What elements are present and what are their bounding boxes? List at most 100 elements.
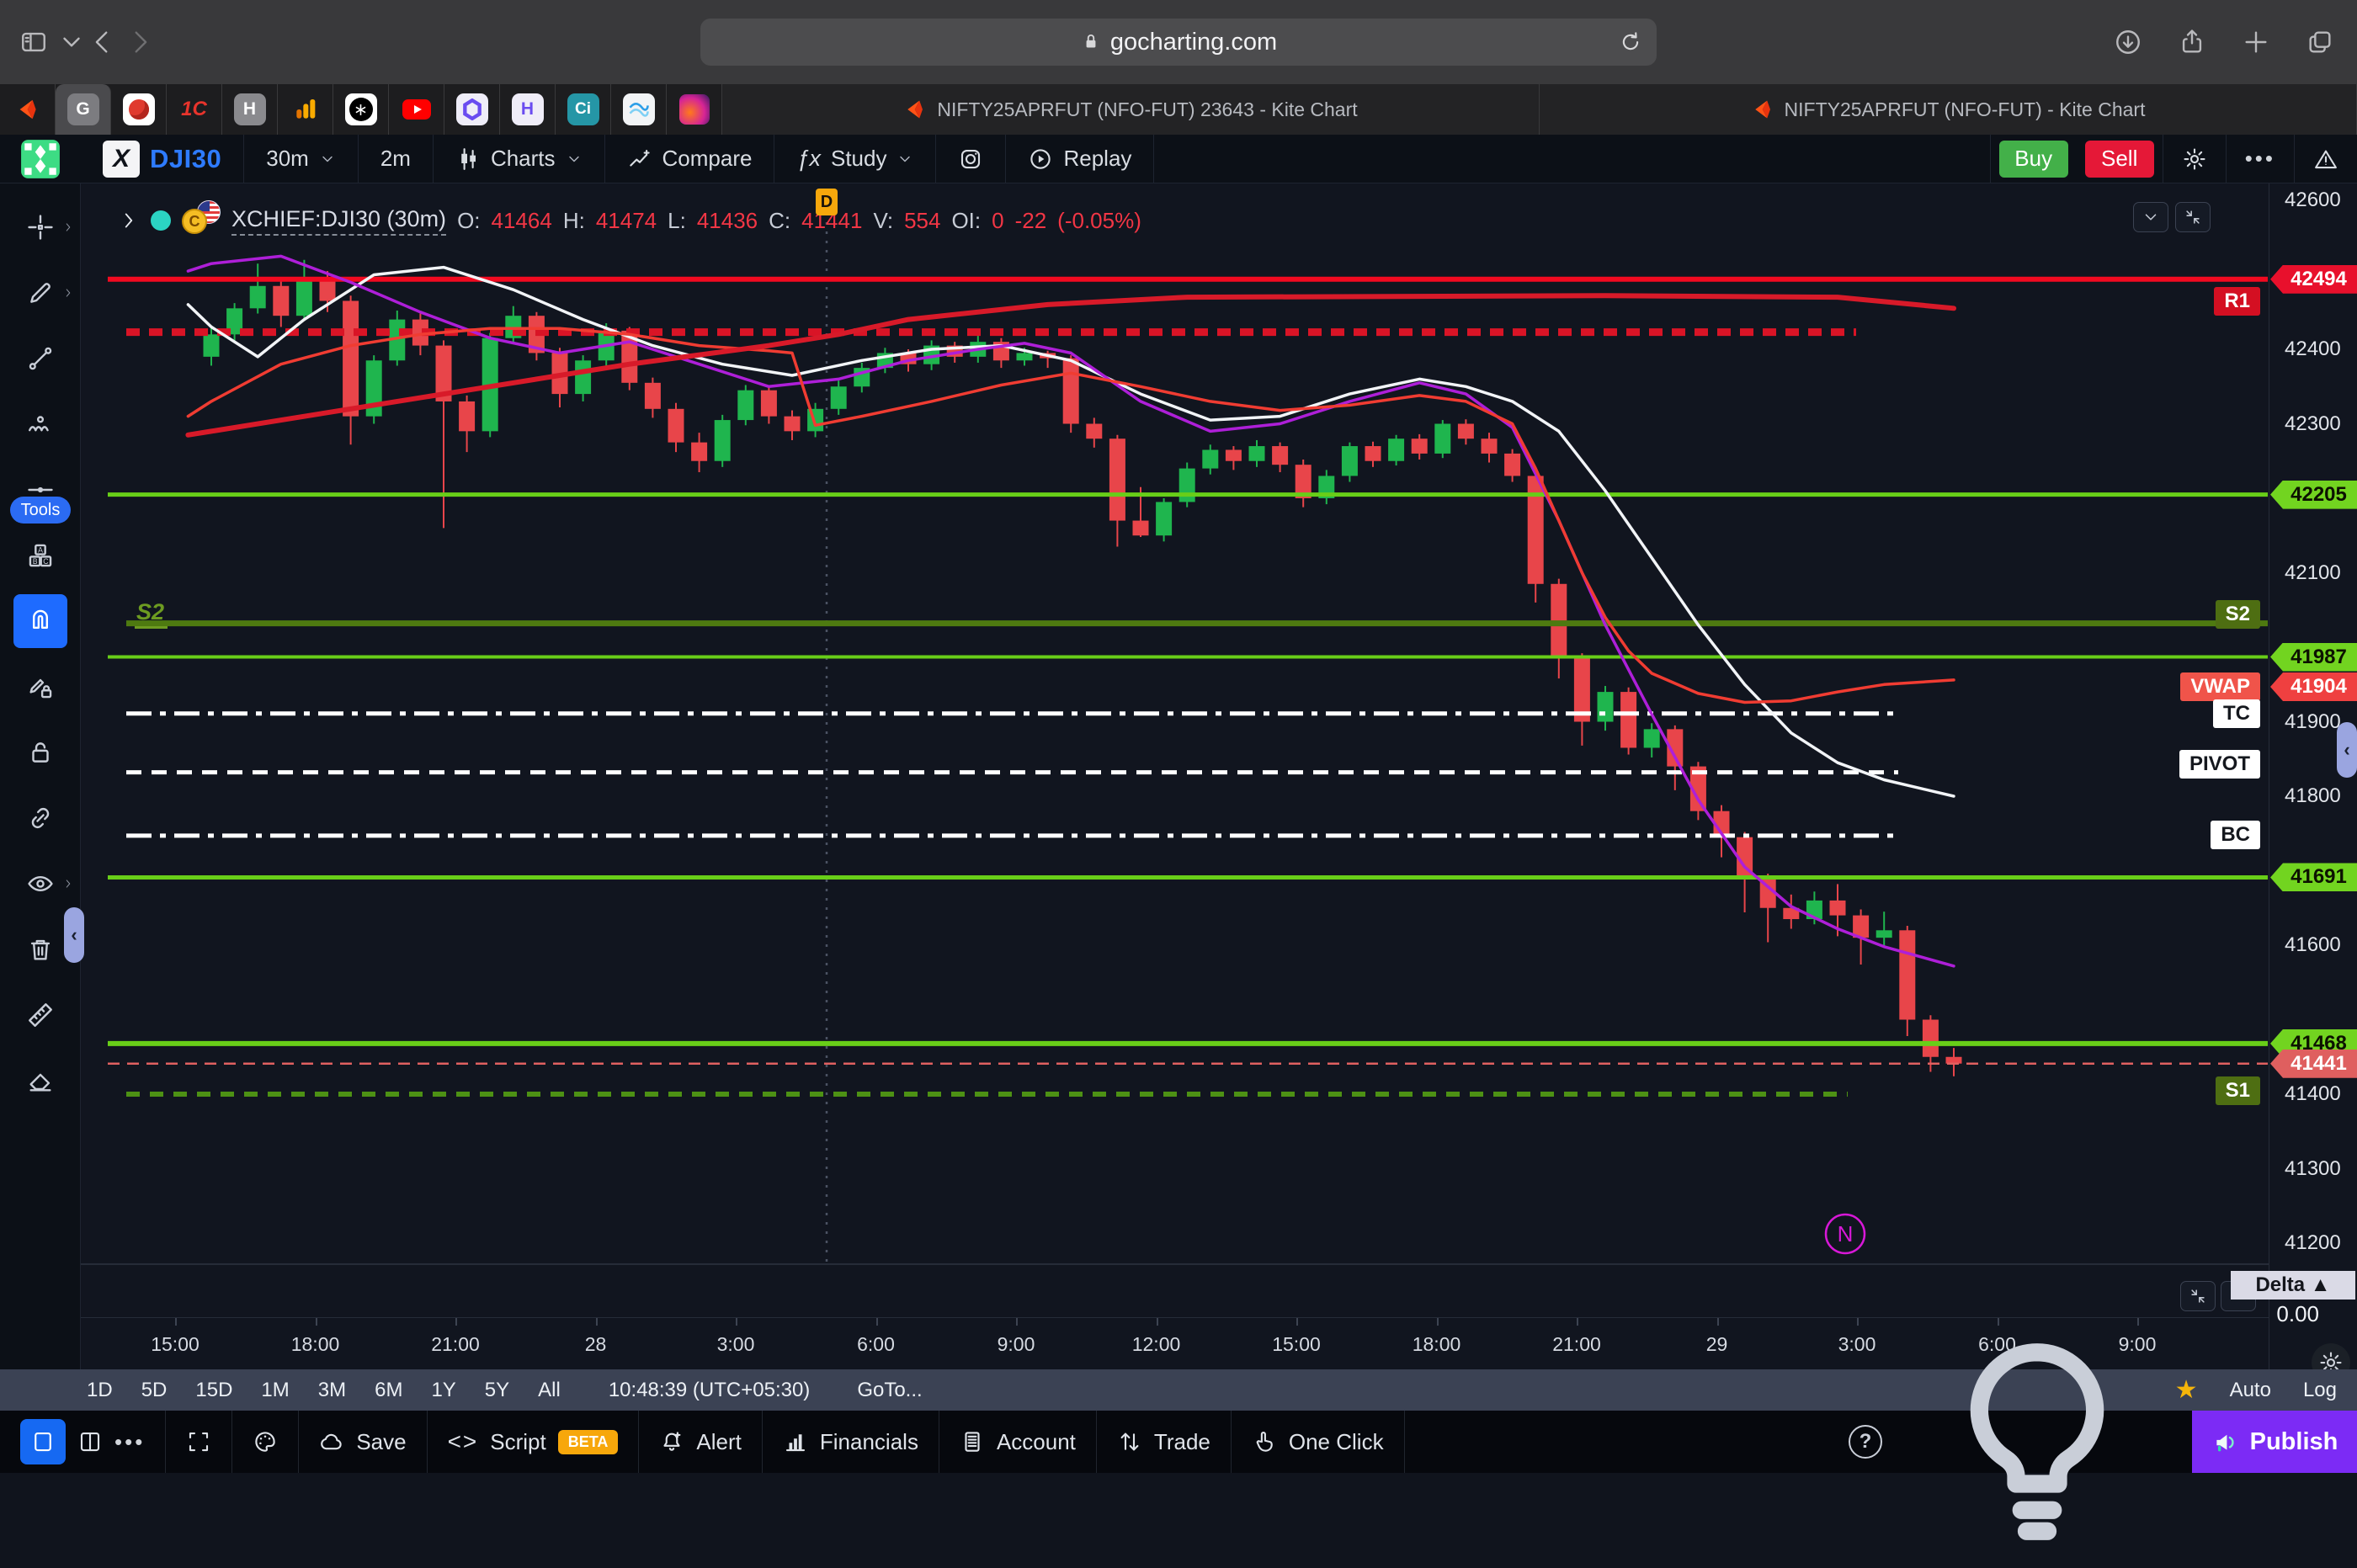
pinned-tab-h-gray[interactable]: H bbox=[222, 84, 278, 135]
delta-panel-label[interactable]: Delta ▲ bbox=[2231, 1271, 2355, 1300]
chart-canvas[interactable]: N C XCHIEF:DJI30 (30m) O: 41464 H: 41474 L… bbox=[81, 183, 2355, 1369]
range-period-6m[interactable]: 6M bbox=[375, 1378, 403, 1401]
share-icon[interactable] bbox=[2178, 28, 2206, 56]
reload-icon[interactable] bbox=[1618, 29, 1643, 55]
forward-icon[interactable] bbox=[125, 28, 154, 56]
pinned-tab-onec[interactable]: 1C bbox=[167, 84, 222, 135]
pinned-tab-google[interactable]: G bbox=[56, 84, 111, 135]
browser-tab[interactable]: NIFTY25APRFUT (NFO-FUT) 23643 - Kite Cha… bbox=[722, 84, 1540, 135]
delta-minimize-button[interactable] bbox=[2180, 1281, 2216, 1311]
browser-toolbar: gocharting.com bbox=[0, 0, 2357, 84]
save-button[interactable]: Save bbox=[299, 1411, 428, 1473]
status-dot bbox=[151, 210, 171, 231]
tool-lock[interactable] bbox=[0, 726, 81, 779]
one-click-button[interactable]: One Click bbox=[1232, 1411, 1405, 1473]
pinned-tab-kite[interactable] bbox=[0, 84, 56, 135]
publish-button[interactable]: Publish bbox=[2192, 1411, 2357, 1473]
sell-button[interactable]: Sell bbox=[2084, 140, 2154, 178]
browser-tab[interactable]: NIFTY25APRFUT (NFO-FUT) - Kite Chart bbox=[1540, 84, 2357, 135]
timeframe-dropdown[interactable]: 30m bbox=[244, 135, 358, 183]
tool-ruler[interactable] bbox=[0, 988, 81, 1042]
tool-eye[interactable] bbox=[0, 857, 81, 911]
tool-horizontal-line[interactable] bbox=[0, 463, 81, 517]
axis-collapse-handle[interactable]: ‹ bbox=[2337, 722, 2357, 778]
tab-overview-icon[interactable] bbox=[2306, 28, 2334, 56]
pinned-tab-analytics[interactable] bbox=[278, 84, 333, 135]
financials-button[interactable]: Financials bbox=[763, 1411, 939, 1473]
legend-symbol[interactable]: XCHIEF:DJI30 (30m) bbox=[231, 206, 447, 236]
replay-button[interactable]: Replay bbox=[1006, 135, 1153, 183]
tool-magnet[interactable] bbox=[0, 594, 81, 648]
layout-single-button[interactable] bbox=[20, 1419, 66, 1464]
alert-button[interactable]: Alert bbox=[639, 1411, 763, 1473]
pinned-tab-youtube[interactable] bbox=[389, 84, 444, 135]
compare-button[interactable]: Compare bbox=[605, 135, 774, 183]
buy-button[interactable]: Buy bbox=[1998, 140, 2068, 178]
range-period-3m[interactable]: 3M bbox=[317, 1378, 347, 1401]
address-bar[interactable]: gocharting.com bbox=[700, 19, 1657, 66]
tool-wave-pattern[interactable] bbox=[0, 397, 81, 451]
back-icon[interactable] bbox=[88, 28, 117, 56]
pinned-tab-purple-zero[interactable] bbox=[444, 84, 500, 135]
auto-scale-button[interactable]: Auto bbox=[2229, 1378, 2271, 1401]
help-button[interactable]: ? bbox=[1849, 1425, 1882, 1459]
range-period-5d[interactable]: 5D bbox=[141, 1378, 168, 1401]
layout-split-button[interactable] bbox=[77, 1429, 103, 1454]
pane-chevron-button[interactable] bbox=[2133, 202, 2168, 232]
tab-group-chevron-icon[interactable] bbox=[57, 28, 80, 56]
tool-trash[interactable] bbox=[0, 922, 81, 976]
tool-pencil[interactable] bbox=[0, 266, 81, 320]
account-button[interactable]: Account bbox=[939, 1411, 1097, 1473]
clock[interactable]: 10:48:39 (UTC+05:30) bbox=[608, 1378, 811, 1401]
pinned-tab-purple-h[interactable]: H bbox=[500, 84, 556, 135]
pane-collapse-button[interactable] bbox=[2175, 202, 2211, 232]
favorite-star-icon[interactable]: ★ bbox=[2174, 1376, 2198, 1404]
range-period-1d[interactable]: 1D bbox=[87, 1378, 113, 1401]
pinned-tab-pepper[interactable] bbox=[111, 84, 167, 135]
script-button[interactable]: <> Script BETA bbox=[428, 1411, 640, 1473]
tool-crosshair[interactable] bbox=[0, 200, 81, 254]
lightbulb-icon[interactable] bbox=[1911, 1316, 2163, 1568]
symbol-search-button[interactable]: X DJI30 bbox=[81, 135, 243, 183]
sidebar-toggle-icon[interactable] bbox=[19, 28, 48, 56]
chart-type-dropdown[interactable]: Charts bbox=[434, 135, 604, 183]
range-period-all[interactable]: All bbox=[538, 1378, 561, 1401]
settings-button[interactable] bbox=[2163, 135, 2226, 183]
range-period-15d[interactable]: 15D bbox=[195, 1378, 233, 1401]
compare-icon bbox=[627, 146, 652, 172]
pinned-tab-ci[interactable]: Ci bbox=[556, 84, 611, 135]
pinned-tab-fire[interactable] bbox=[667, 84, 722, 135]
tool-eraser[interactable] bbox=[0, 1054, 81, 1108]
time-label: 21:00 bbox=[1552, 1333, 1601, 1355]
study-dropdown[interactable]: ƒx Study bbox=[774, 135, 935, 183]
range-period-1y[interactable]: 1Y bbox=[431, 1378, 456, 1401]
pinned-tab-wave[interactable] bbox=[611, 84, 667, 135]
price-axis[interactable]: 42600 42400 42300 42100 41900 41800 41600 41400… bbox=[2269, 183, 2357, 1382]
pinned-tab-openai[interactable] bbox=[333, 84, 389, 135]
range-period-5y[interactable]: 5Y bbox=[484, 1378, 510, 1401]
fullscreen-button[interactable] bbox=[166, 1411, 233, 1473]
tool-trendline[interactable] bbox=[0, 332, 81, 385]
layout-more-button[interactable]: ••• bbox=[114, 1428, 146, 1454]
snapshot-button[interactable] bbox=[936, 135, 1005, 183]
eye-icon bbox=[26, 869, 55, 898]
legend-expand-icon[interactable] bbox=[118, 210, 140, 231]
theme-button[interactable] bbox=[232, 1411, 300, 1473]
downloads-icon[interactable] bbox=[2114, 28, 2142, 56]
range-period-1m[interactable]: 1M bbox=[261, 1378, 290, 1401]
goto-button[interactable]: GoTo... bbox=[857, 1378, 923, 1401]
tool-link[interactable] bbox=[0, 791, 81, 845]
timeframe-2m-button[interactable]: 2m bbox=[359, 135, 433, 183]
footer-toolbar: ••• Save <> Script BETA Alert Financials… bbox=[0, 1343, 2357, 1540]
log-scale-button[interactable]: Log bbox=[2302, 1378, 2337, 1401]
sidebar-collapse-handle[interactable]: ‹ bbox=[64, 907, 84, 963]
alerts-warning-button[interactable] bbox=[2295, 135, 2357, 183]
time-label: 3:00 bbox=[1838, 1333, 1876, 1355]
more-options-button[interactable]: ••• bbox=[2227, 135, 2294, 183]
tool-pencil-lock[interactable] bbox=[0, 660, 81, 714]
new-tab-icon[interactable] bbox=[2242, 28, 2270, 56]
gocharting-logo[interactable] bbox=[0, 135, 81, 183]
trade-button[interactable]: Trade bbox=[1097, 1411, 1232, 1473]
time-axis[interactable]: 15:00 18:00 21:00 28 3:00 6:00 9:00 12:00 15:00 1… bbox=[81, 1317, 2269, 1369]
